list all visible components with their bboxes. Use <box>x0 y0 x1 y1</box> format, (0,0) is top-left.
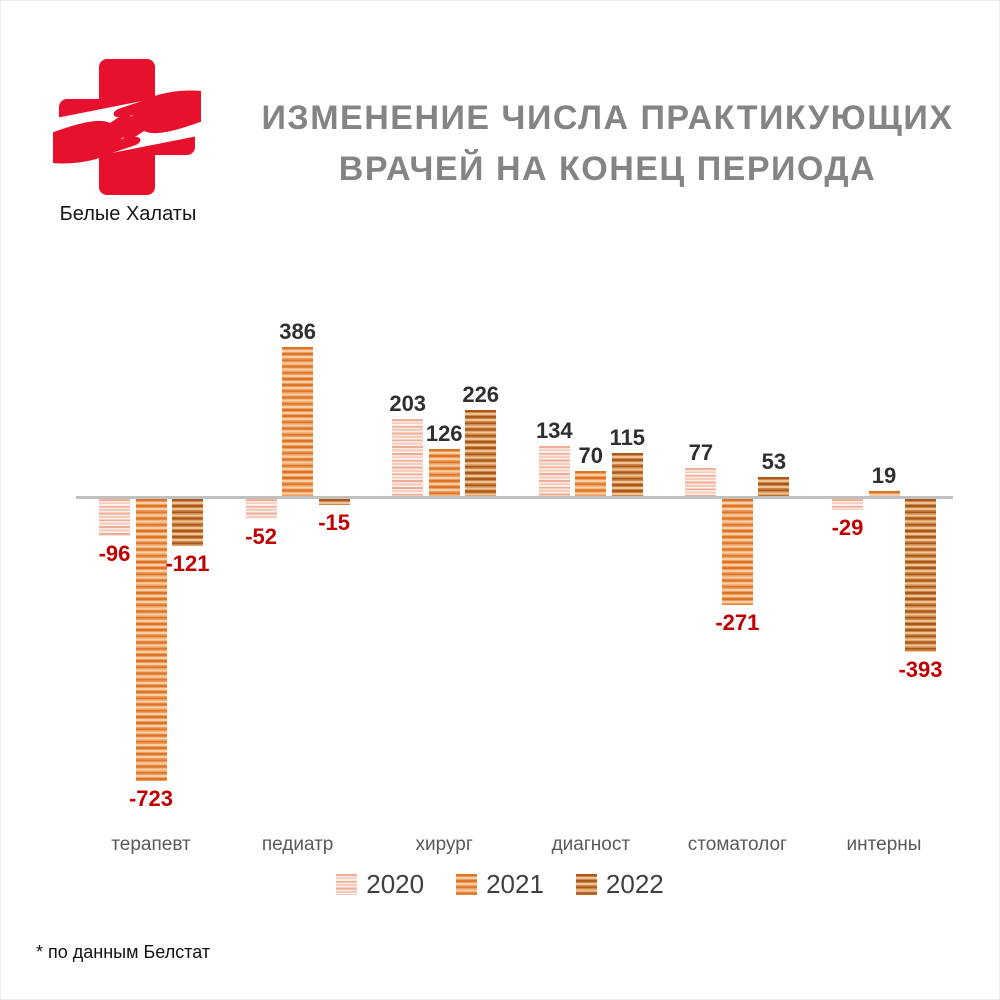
legend-label-2020: 2020 <box>366 869 425 899</box>
value-label-2020-интерны: -29 <box>831 515 864 541</box>
chart-title-line1: ИЗМЕНЕНИЕ ЧИСЛА ПРАКТИКУЮЩИХ <box>261 99 954 137</box>
value-label-2022-педиатр: -15 <box>318 509 350 535</box>
value-label-2021-педиатр: 386 <box>279 319 316 345</box>
legend-label-2022: 2022 <box>605 869 664 899</box>
bar-2020-педиатр <box>245 499 277 520</box>
category-label-хирург: хирург <box>415 834 473 855</box>
red-cross-with-hands-icon <box>51 59 203 195</box>
bar-2022-интерны <box>905 499 936 653</box>
category-label-стоматолог: стоматолог <box>687 834 787 855</box>
value-label-2022-интерны: -393 <box>898 657 943 683</box>
category-label-педиатр: педиатр <box>261 834 334 855</box>
chart-title: ИЗМЕНЕНИЕ ЧИСЛА ПРАКТИКУЮЩИХ ВРАЧЕЙ НА К… <box>246 93 969 195</box>
value-label-2020-терапевт: -96 <box>98 541 131 567</box>
value-label-2020-педиатр: -52 <box>245 524 277 550</box>
bar-chart: терапевт -96 -723 -121 педиатр -52 386 -15 хирур… <box>76 301 953 876</box>
bar-2022-педиатр <box>318 499 350 505</box>
bar-2021-педиатр <box>282 347 314 498</box>
bar-2020-стоматолог <box>685 467 717 498</box>
bar-2022-стоматолог <box>758 477 790 498</box>
source-footnote: * по данным Белстат <box>36 942 211 962</box>
bar-2021-интерны <box>868 490 900 498</box>
chart-title-line2: ВРАЧЕЙ НА КОНЕЦ ПЕРИОДА <box>338 150 877 188</box>
value-label-2022-диагност: 115 <box>609 425 646 451</box>
bar-2020-хирург <box>392 418 424 498</box>
chart-legend: 2020 2021 2022 <box>1 869 999 900</box>
legend-item-2022: 2022 <box>575 869 664 900</box>
bar-2022-хирург <box>465 409 497 498</box>
category-label-терапевт: терапевт <box>111 834 191 855</box>
value-label-2022-терапевт: -121 <box>165 551 210 577</box>
value-label-2021-интерны: 19 <box>871 462 897 488</box>
value-label-2020-хирург: 203 <box>389 390 427 416</box>
bar-2021-стоматолог <box>721 499 753 605</box>
legend-swatch-2020-icon <box>336 874 358 895</box>
value-label-2022-стоматолог: 53 <box>761 449 787 475</box>
bar-2020-интерны <box>832 499 863 511</box>
bar-2021-терапевт <box>135 499 167 781</box>
value-label-2020-стоматолог: 77 <box>688 439 714 465</box>
legend-item-2021: 2021 <box>456 869 544 900</box>
category-label-диагност: диагност <box>551 834 631 855</box>
legend-label-2021: 2021 <box>486 869 544 899</box>
value-label-2020-диагност: 134 <box>535 417 573 443</box>
category-label-интерны: интерны <box>846 834 922 855</box>
value-label-2021-диагност: 70 <box>578 442 604 468</box>
brand-logo <box>51 53 203 201</box>
bar-2022-диагност <box>611 453 643 498</box>
value-label-2021-хирург: 126 <box>425 420 463 446</box>
value-label-2021-терапевт: -723 <box>128 785 174 811</box>
bar-2020-терапевт <box>99 499 130 537</box>
bar-2021-хирург <box>428 448 460 498</box>
value-label-2022-хирург: 226 <box>462 381 500 407</box>
legend-swatch-2022-icon <box>575 874 597 895</box>
zero-axis-line <box>76 496 953 499</box>
bar-2021-диагност <box>575 470 607 498</box>
brand-name: Белые Халаты <box>59 203 197 225</box>
legend-item-2020: 2020 <box>336 869 424 900</box>
bar-2022-терапевт <box>172 499 203 547</box>
value-label-2021-стоматолог: -271 <box>715 609 760 635</box>
bar-2020-диагност <box>538 445 570 498</box>
legend-swatch-2021-icon <box>456 874 478 895</box>
